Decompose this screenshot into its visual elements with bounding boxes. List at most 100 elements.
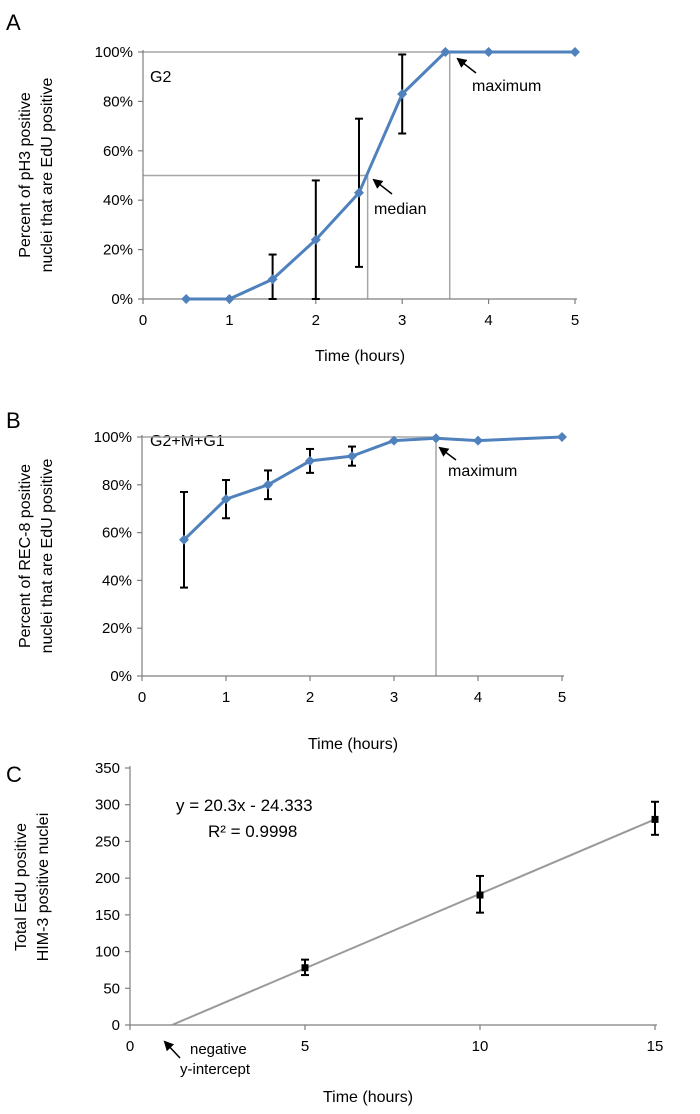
panel-b-axes [141,435,564,677]
panel-c-trendline [171,818,656,1026]
panel-b-ylabel: Percent of REC-8 positive nuclei that ar… [17,459,56,654]
panel-c-x-tick-label: 10 [472,1038,489,1055]
panel-a-data-point [354,187,364,198]
intercept-annotation-line-2: y-intercept [180,1061,251,1078]
panel-c-y-tick-label: 300 [95,797,120,814]
panel-c-y-tick-label: 0 [112,1017,120,1034]
panel-a-ref-median-0 [143,174,369,299]
panel-a-ylabel-line-1: Percent of pH3 positive [17,92,34,258]
panel-a-x-tick-label: 4 [484,312,492,329]
panel-b-data-point [347,451,357,462]
panel-a-ylabel-line-2: nuclei that are EdU positive [39,78,56,273]
panel-a-letter: A [6,10,21,35]
panel-b-y-tick-label: 0% [110,668,132,685]
panel-b-y-tick-label: 60% [102,525,132,542]
panel-c-data-point [301,964,309,972]
panel-c-x-tick-label: 0 [126,1038,134,1055]
panel-b-x-tick-label: 2 [306,689,314,706]
panel-b-data-point [179,534,189,545]
panel-b-data-point [221,494,231,505]
panel-a-x-tick-label: 3 [398,312,406,329]
r-squared: R² = 0.9998 [208,822,297,841]
panel-a-inset-label: G2 [150,69,171,86]
panel-a-y-tick-label: 20% [103,242,133,259]
panel-c-ticks: 0 50 100 150 200 250 300 350 0 5 10 15 [95,760,663,1055]
maximum-annotation-b: maximum [448,463,517,480]
trendline [171,818,656,1026]
panel-a: A Percent of pH3 positive nuclei that ar… [6,10,580,365]
panel-b-letter: B [6,408,21,433]
panel-a-annotations: median maximum [372,57,541,218]
panel-b-data-point [473,435,483,446]
panel-c-y-tick-label: 100 [95,944,120,961]
panel-b: B Percent of REC-8 positive nuclei that … [6,408,567,753]
panel-b-x-tick-label: 5 [558,689,566,706]
panel-a-ticks: 0% 20% 40% 60% 80% 100% 0 1 2 3 4 5 [95,44,580,329]
panel-a-data-point [397,88,408,99]
panel-c-x-tick-label: 5 [301,1038,309,1055]
panel-b-ticks: 0% 20% 40% 60% 80% 100% 0 1 2 3 4 5 [94,429,567,706]
panel-b-xlabel: Time (hours) [308,736,398,753]
panel-c-errorbars [301,800,659,977]
maximum-arrow-a [456,57,477,74]
panel-a-y-tick-label: 0% [111,291,133,308]
panel-b-annotations: maximum [438,446,517,480]
panel-c-annotations: y = 20.3x - 24.333 R² = 0.9998 negative … [163,796,313,1078]
panel-b-series [179,432,567,545]
panel-b-x-tick-label: 1 [222,689,230,706]
panel-a-data-point [310,234,321,245]
panel-b-y-tick-label: 100% [94,429,132,446]
panel-c-y-tick-label: 350 [95,760,120,777]
panel-b-series-line [182,435,563,541]
maximum-arrow-b [438,446,457,461]
panel-a-y-tick-label: 100% [95,44,133,61]
panel-c-data-point [476,891,484,899]
panel-a-data-point [181,294,192,304]
panel-a-y-tick-label: 40% [103,192,133,209]
panel-a-x-tick-label: 2 [312,312,320,329]
panel-c-y-tick-label: 200 [95,870,120,887]
panel-a-x-tick-label: 1 [225,312,233,329]
panel-a-refs [143,51,451,299]
panel-a-y-tick-label: 80% [103,93,133,110]
panel-b-ylabel-line-1: Percent of REC-8 positive [17,464,34,648]
panel-c-y-tick-label: 150 [95,907,120,924]
median-annotation: median [374,201,426,218]
panel-b-data-point [305,455,315,466]
panel-c-y-tick-label: 50 [103,980,120,997]
panel-c-ylabel-line-1: Total EdU positive [13,823,30,951]
panel-c: C Total EdU positive HIM-3 positive nucl… [6,760,663,1106]
panel-c-y-tick-label: 250 [95,833,120,850]
panel-c-x-tick-label: 15 [647,1038,664,1055]
panel-b-data-point [263,479,273,490]
panel-b-y-tick-label: 40% [102,572,132,589]
panel-a-y-tick-label: 60% [103,143,133,160]
panel-b-inset-label: G2+M+G1 [150,433,225,450]
trend-equation: y = 20.3x - 24.333 [176,796,313,815]
maximum-annotation-a: maximum [472,78,541,95]
panel-b-x-tick-label: 0 [138,689,146,706]
panel-b-x-tick-label: 4 [474,689,482,706]
panel-a-data-point [267,274,278,285]
panel-c-ylabel-line-2: HIM-3 positive nuclei [35,813,52,962]
panel-b-ylabel-line-2: nuclei that are EdU positive [39,459,56,654]
panel-c-letter: C [6,762,22,787]
panel-c-ylabel: Total EdU positive HIM-3 positive nuclei [13,813,52,962]
panel-b-y-tick-label: 80% [102,477,132,494]
panel-b-data-point [431,433,441,444]
panel-b-data-point [557,432,567,442]
panel-b-x-tick-label: 3 [390,689,398,706]
panel-a-data-point [224,294,235,304]
panel-c-data-point [651,815,659,823]
panel-a-x-tick-label: 0 [139,312,147,329]
panel-a-data-point [440,47,451,57]
panel-b-y-tick-label: 20% [102,620,132,637]
intercept-annotation-line-1: negative [190,1041,247,1058]
panel-c-xlabel: Time (hours) [323,1089,413,1106]
panel-a-x-tick-label: 5 [571,312,579,329]
median-arrow [372,178,393,195]
intercept-arrow [163,1040,181,1059]
panel-c-series [301,815,659,972]
panel-a-data-point [483,47,494,57]
